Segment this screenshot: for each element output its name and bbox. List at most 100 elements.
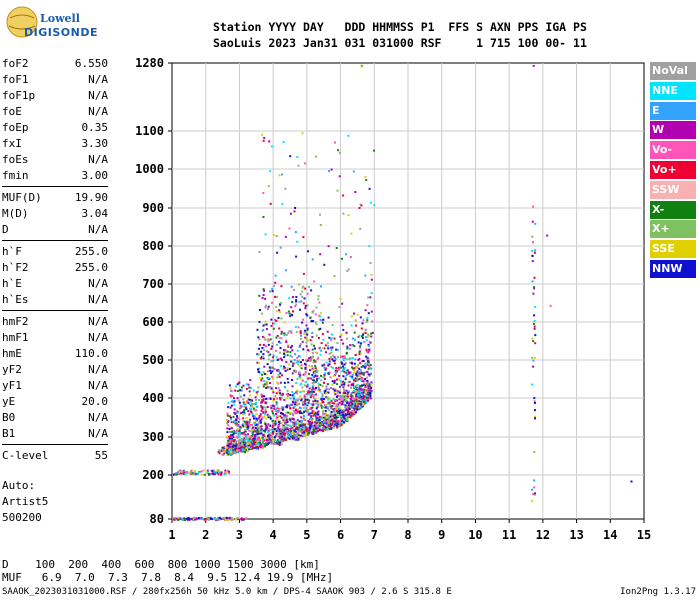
echo-point xyxy=(262,216,265,218)
echo-point xyxy=(248,429,251,432)
echo-point xyxy=(314,374,317,377)
echo-point xyxy=(347,372,350,375)
echo-point xyxy=(363,383,366,386)
echo-point xyxy=(333,389,336,392)
echo-point xyxy=(301,386,304,389)
echo-point xyxy=(336,423,339,426)
echo-point xyxy=(218,452,221,455)
echo-point xyxy=(265,397,268,400)
echo-point xyxy=(271,376,274,378)
echo-point xyxy=(317,389,320,392)
echo-point xyxy=(256,405,259,408)
echo-point xyxy=(327,402,330,405)
echo-point xyxy=(325,361,328,364)
echo-point xyxy=(244,442,246,444)
echo-point xyxy=(259,377,262,380)
echo-point xyxy=(230,421,233,424)
echo-point xyxy=(278,358,280,361)
param-row: foF2 6.550 xyxy=(2,56,108,72)
echo-point xyxy=(324,392,326,394)
echo-point xyxy=(280,332,283,335)
echo-point xyxy=(308,424,311,427)
echo-point xyxy=(303,362,306,365)
echo-point xyxy=(359,342,362,345)
echo-point xyxy=(359,345,362,348)
echo-point xyxy=(278,407,281,410)
echo-point xyxy=(339,420,342,423)
echo-point xyxy=(248,390,251,393)
echo-point xyxy=(314,431,317,434)
echo-point xyxy=(370,386,373,389)
echo-point xyxy=(272,419,274,422)
echo-point xyxy=(250,427,253,430)
echo-point xyxy=(365,328,368,331)
echo-point xyxy=(350,411,353,414)
echo-point xyxy=(337,149,340,152)
echo-point xyxy=(323,381,325,384)
echo-point xyxy=(301,412,304,415)
echo-point xyxy=(289,394,292,396)
echo-point xyxy=(230,437,233,440)
echo-point xyxy=(267,343,270,346)
param-name: hmF1 xyxy=(2,331,29,344)
echo-point xyxy=(339,297,342,300)
echo-point xyxy=(261,440,264,443)
echo-point xyxy=(264,445,266,448)
echo-point xyxy=(359,227,362,230)
echo-point xyxy=(280,330,283,333)
echo-point xyxy=(273,322,276,325)
echo-point xyxy=(233,400,236,403)
echo-point xyxy=(324,409,327,412)
echo-point xyxy=(303,397,306,400)
echo-point xyxy=(333,381,336,384)
echo-point xyxy=(268,366,271,369)
echo-point xyxy=(350,232,353,235)
echo-point xyxy=(314,427,317,430)
echo-point xyxy=(532,340,535,343)
echo-point xyxy=(316,352,319,355)
echo-point xyxy=(232,451,235,454)
echo-point xyxy=(364,390,367,393)
echo-point xyxy=(315,334,318,337)
echo-point xyxy=(242,447,245,449)
echo-point xyxy=(323,366,326,369)
echo-point xyxy=(261,133,263,136)
echo-point xyxy=(221,448,224,451)
echo-point xyxy=(279,392,282,395)
echo-point xyxy=(300,416,303,419)
echo-point xyxy=(342,400,345,403)
echo-point xyxy=(301,430,304,433)
echo-point xyxy=(327,364,330,367)
echo-point xyxy=(328,357,331,360)
echo-point xyxy=(364,371,366,374)
echo-point xyxy=(350,401,353,404)
echo-point xyxy=(260,405,263,408)
echo-point xyxy=(246,434,248,437)
echo-point xyxy=(308,387,311,390)
echo-point xyxy=(347,410,350,413)
echo-point xyxy=(352,397,354,400)
echo-point xyxy=(266,439,268,442)
echo-point xyxy=(532,64,535,67)
echo-point xyxy=(275,235,278,237)
echo-point xyxy=(533,320,536,322)
echo-point xyxy=(227,406,230,409)
echo-point xyxy=(236,436,239,439)
echo-point xyxy=(270,440,273,443)
echo-point xyxy=(213,473,216,476)
echo-point xyxy=(253,441,255,443)
echo-point xyxy=(279,441,281,444)
echo-point xyxy=(360,370,363,373)
echo-point xyxy=(279,381,282,384)
y-tick-label: 800 xyxy=(142,239,164,253)
echo-point xyxy=(361,393,364,396)
echo-point xyxy=(321,321,324,324)
echo-point xyxy=(288,404,290,407)
echo-point xyxy=(328,352,331,355)
echo-point xyxy=(367,382,369,385)
echo-point xyxy=(339,397,342,400)
echo-point xyxy=(534,492,536,495)
echo-point xyxy=(349,256,352,258)
echo-point xyxy=(233,441,236,444)
echo-point xyxy=(190,518,193,520)
